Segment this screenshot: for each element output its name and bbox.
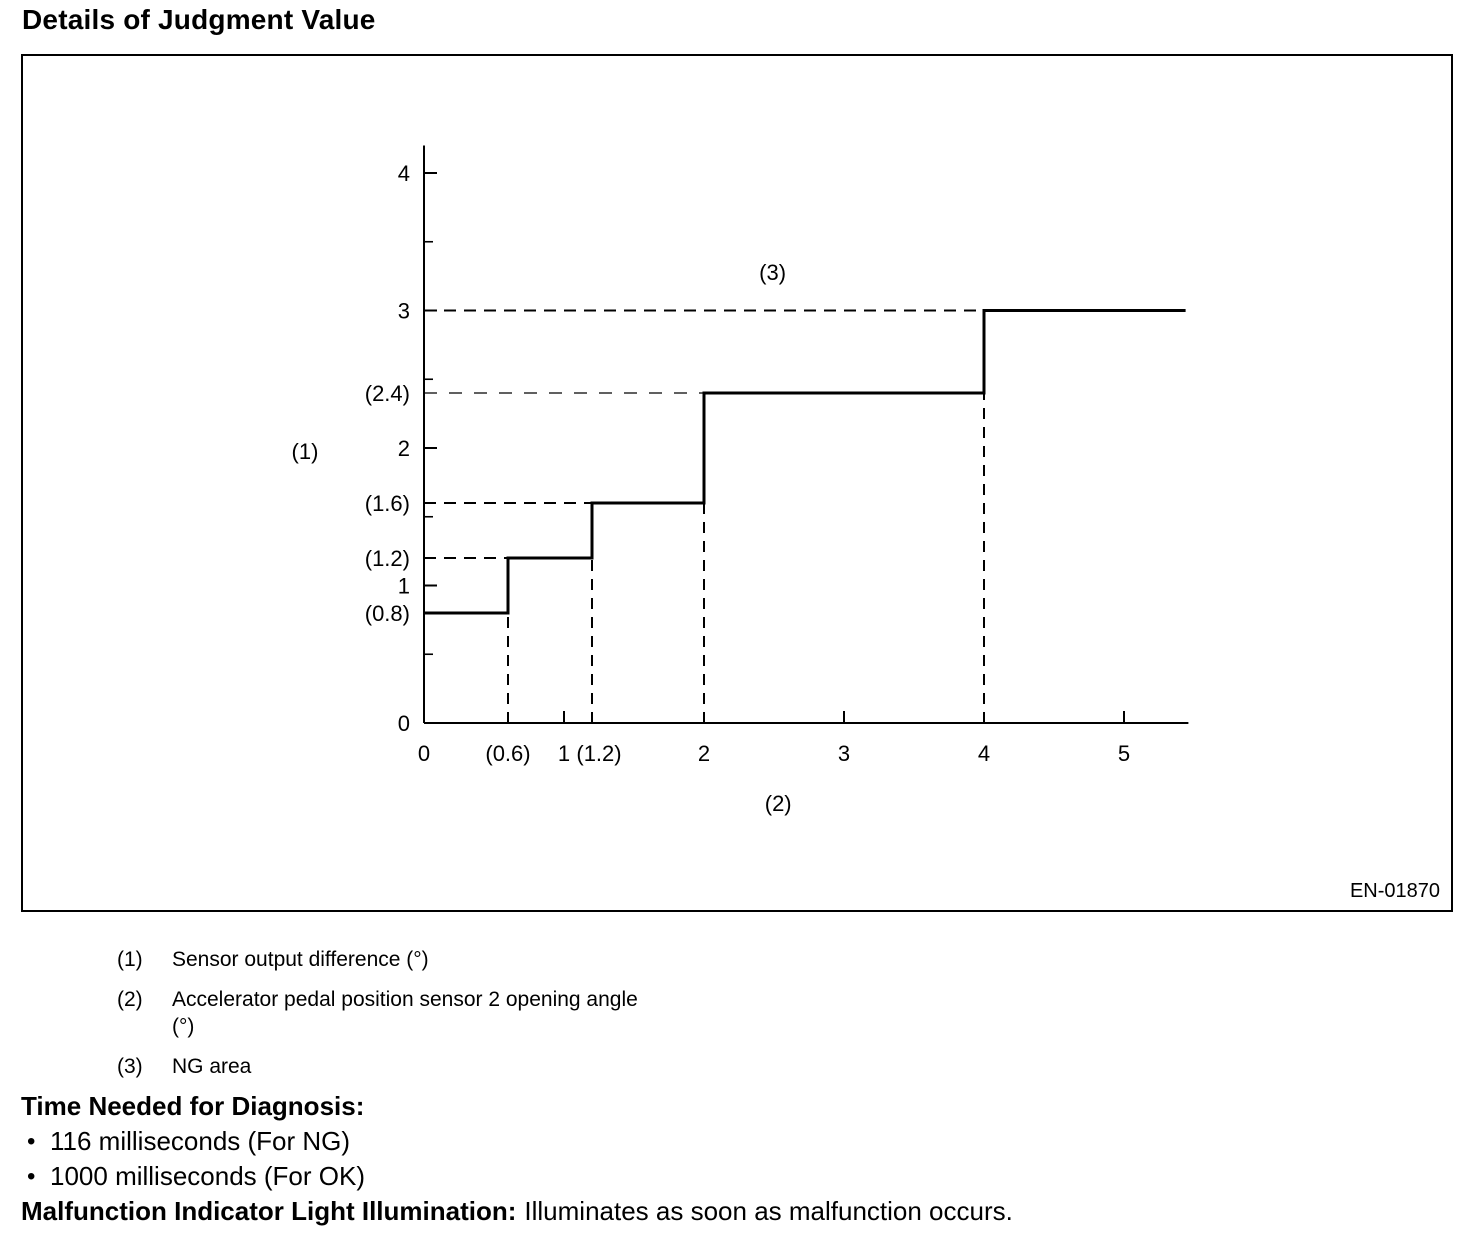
figure-box: 4 3 (2.4) 2 (1.6) (1.2) 1 (0.8) 0 0 (0.6) 1 (1.2) 2 3 4…: [21, 54, 1453, 912]
legend-item-number: (2): [117, 988, 143, 1011]
judgment-value-chart: 43(2.4)2(1.6)(1.2)1(0.8)00 (0.6) 1 (1.2) 2 3 4…: [292, 145, 1189, 816]
x-tick-label: 5: [1118, 741, 1130, 766]
x-tick-label: (1.2): [576, 741, 621, 766]
y-tick-label: (1.6): [365, 491, 410, 516]
y-tick-label: 2: [398, 436, 410, 461]
legend-item: (3) NG area: [117, 1053, 652, 1080]
bullet-icon: •: [27, 1162, 36, 1190]
x-tick-label: 4: [978, 741, 990, 766]
y-tick-label: 3: [398, 299, 410, 324]
legend-item-text: Accelerator pedal position sensor 2 open…: [172, 988, 638, 1038]
y-tick-label: (2.4): [365, 381, 410, 406]
x-tick-label: 2: [698, 741, 710, 766]
diagnosis-bullet-item: • 1000 milliseconds (For OK): [21, 1159, 1013, 1194]
diagnosis-bullet-text: 116 milliseconds (For NG): [50, 1126, 351, 1156]
legend-item-number: (3): [117, 1055, 143, 1078]
diagnosis-bullet-text: 1000 milliseconds (For OK): [50, 1161, 365, 1191]
legend-item-number: (1): [117, 948, 143, 971]
mil-line: Malfunction Indicator Light Illumination…: [21, 1194, 1013, 1229]
legend-item: (1) Sensor output difference (°): [117, 946, 652, 973]
y-tick-label: 1: [398, 574, 410, 599]
x-tick-label: 0: [418, 741, 430, 766]
bullet-icon: •: [27, 1127, 36, 1155]
x-tick-label: 1: [558, 741, 570, 766]
x-tick-label: (0.6): [485, 741, 530, 766]
annotation-y-axis-label: (1): [292, 439, 319, 464]
y-tick-label: (1.2): [365, 546, 410, 571]
y-tick-label: (0.8): [365, 601, 410, 626]
legend-item-text: Sensor output difference (°): [172, 948, 429, 971]
page-title: Details of Judgment Value: [22, 4, 376, 35]
diagnosis-bullet-item: • 116 milliseconds (For NG): [21, 1124, 1013, 1159]
step-line: [424, 309, 1186, 615]
x-tick-label: 3: [838, 741, 850, 766]
mil-heading: Malfunction Indicator Light Illumination…: [21, 1196, 517, 1226]
legend-item-text: NG area: [172, 1055, 252, 1078]
chart-legend: (1) Sensor output difference (°) (2) Acc…: [117, 946, 652, 1093]
figure-code: EN-01870: [1349, 880, 1440, 902]
annotation-ng-area-label: (3): [759, 260, 786, 285]
diagnosis-section: Time Needed for Diagnosis: • 116 millise…: [21, 1089, 1013, 1229]
legend-item: (2) Accelerator pedal position sensor 2 …: [117, 986, 652, 1040]
y-tick-label: 4: [398, 161, 410, 186]
annotation-x-axis-label: (2): [765, 791, 792, 816]
mil-text: Illuminates as soon as malfunction occur…: [524, 1196, 1013, 1226]
y-tick-label: 0: [398, 711, 410, 736]
diagnosis-heading: Time Needed for Diagnosis:: [21, 1091, 365, 1121]
